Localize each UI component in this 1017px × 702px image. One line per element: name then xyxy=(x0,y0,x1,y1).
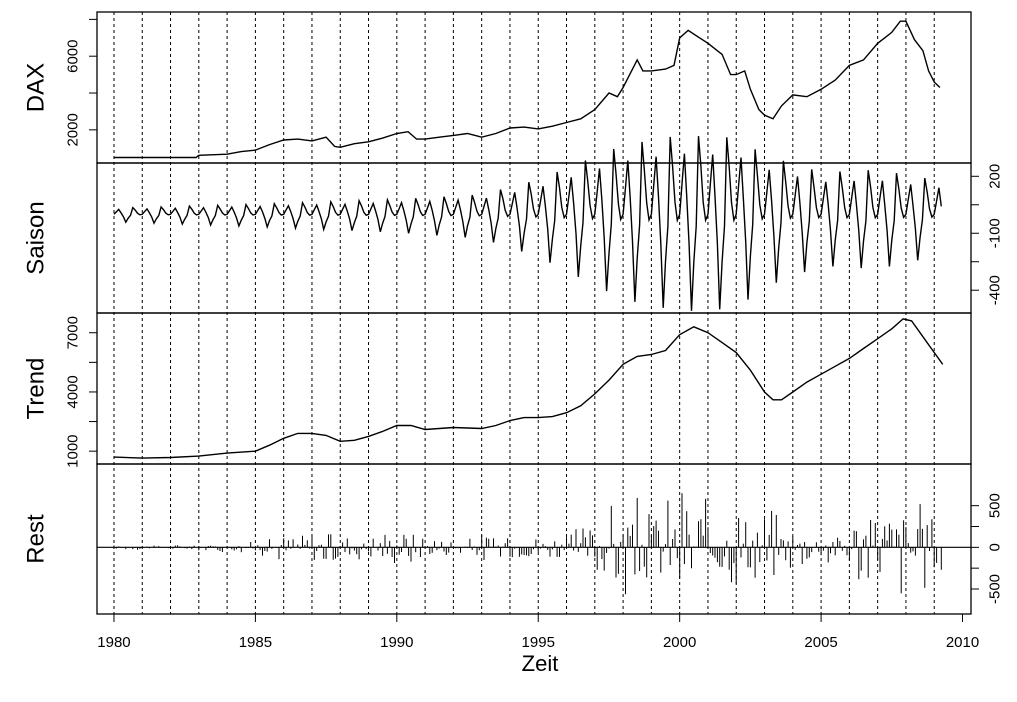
saison-y-tick-label: -100 xyxy=(987,218,1004,248)
saison-line xyxy=(113,136,942,311)
saison-y-tick-label: 200 xyxy=(987,164,1004,189)
trend-line xyxy=(113,318,944,459)
rest-y-tick-label: 0 xyxy=(987,543,1004,551)
trend-panel-frame xyxy=(96,312,972,465)
x-tick-label-2000: 2000 xyxy=(663,634,696,651)
trend-panel-label: Trend xyxy=(23,358,50,420)
series-layer xyxy=(97,20,971,595)
x-tick-label-2005: 2005 xyxy=(804,634,837,651)
x-tick-label-1995: 1995 xyxy=(522,634,555,651)
x-tick-label-1985: 1985 xyxy=(239,634,272,651)
saison-y-tick-label: -400 xyxy=(987,275,1004,305)
dax-panel-label: DAX xyxy=(23,63,50,112)
dax-y-tick-label: 2000 xyxy=(65,113,82,146)
rest-y-tick-label: -500 xyxy=(987,574,1004,604)
rest-panel-frame xyxy=(96,463,972,615)
x-tick-label-1990: 1990 xyxy=(380,634,413,651)
x-tick-label-2010: 2010 xyxy=(946,634,979,651)
trend-y-tick-label: 4000 xyxy=(65,375,82,408)
dax-y-tick-label: 6000 xyxy=(65,40,82,73)
axes-layer: 2000 6000 DAX 200 -100 -400 Saison 1000 4000 7000… xyxy=(23,18,1004,651)
trend-y-tick-label: 1000 xyxy=(65,434,82,467)
dax-line xyxy=(114,20,941,159)
saison-panel-label: Saison xyxy=(23,201,50,274)
trend-y-tick-label: 7000 xyxy=(65,316,82,349)
rest-panel-label: Rest xyxy=(23,514,50,564)
x-tick-label-1980: 1980 xyxy=(97,634,130,651)
dax-panel-frame xyxy=(96,11,972,164)
rest-y-tick-label: 500 xyxy=(987,493,1004,518)
panel-frames xyxy=(96,11,972,615)
x-axis-title: Zeit xyxy=(522,651,559,676)
